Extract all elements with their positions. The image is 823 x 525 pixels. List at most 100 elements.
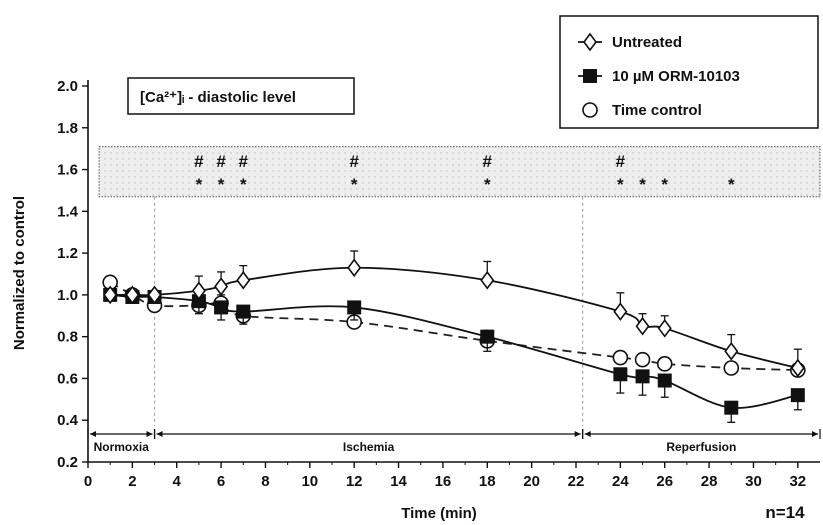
axes: 0 2 4 6 8 10 12 14 16 18 20 22 24 26 28 30 320.20.40.60.… — [57, 78, 820, 490]
data-point — [480, 329, 495, 344]
phase-arrow-head — [90, 431, 96, 437]
data-point — [347, 300, 362, 315]
data-point — [790, 388, 805, 403]
phase-arrow-head — [156, 431, 163, 437]
legend-marker — [583, 69, 597, 83]
data-point — [634, 351, 651, 368]
x-tick-label: 0 — [84, 473, 92, 490]
y-tick-label: 1.0 — [57, 287, 78, 304]
data-point — [657, 373, 672, 388]
significance-star: * — [728, 175, 735, 194]
legend-frame — [559, 15, 819, 129]
significance-hash: # — [216, 152, 226, 171]
phase-arrow-head — [574, 431, 581, 437]
phase-arrow-head — [146, 431, 153, 437]
significance-star: * — [639, 175, 646, 194]
y-tick-label: 1.4 — [57, 203, 79, 220]
significance-hash: # — [194, 152, 204, 171]
data-point — [103, 285, 118, 305]
x-tick-label: 30 — [745, 473, 762, 490]
data-point — [214, 277, 229, 296]
data-point — [635, 316, 650, 336]
x-tick-label: 6 — [217, 473, 225, 490]
data-point — [635, 369, 650, 384]
significance-hash: # — [239, 152, 249, 171]
data-point — [724, 400, 739, 415]
x-tick-label: 2 — [128, 473, 136, 490]
series-diamond-open — [103, 250, 805, 378]
series-layer — [102, 250, 806, 423]
data-point — [656, 356, 673, 372]
significance-star: * — [240, 175, 247, 194]
significance-band-layer — [98, 146, 821, 198]
x-tick-label: 32 — [789, 473, 806, 490]
legend-label: 10 µM ORM-10103 — [612, 68, 740, 85]
data-point — [790, 358, 805, 378]
significance-hash: # — [349, 152, 359, 171]
significance-star: * — [218, 175, 225, 194]
sample-size-label: n=14 — [765, 503, 805, 522]
significance-star: * — [661, 175, 668, 194]
data-point — [613, 302, 628, 321]
significance-band — [98, 146, 821, 198]
legend-marker — [583, 32, 597, 52]
data-point — [612, 349, 629, 366]
data-point — [125, 285, 140, 305]
y-tick-label: 1.6 — [57, 162, 78, 179]
x-tick-label: 4 — [173, 473, 182, 490]
significance-hash: # — [616, 152, 626, 171]
data-point — [347, 258, 362, 278]
y-tick-label: 0.2 — [57, 454, 78, 471]
phase-label: Normoxia — [94, 440, 150, 454]
phase-arrow-head — [812, 431, 818, 437]
phase-annotation-layer: Normoxia Ischemia Reperfusion — [87, 429, 821, 454]
data-point — [613, 367, 628, 382]
data-point — [480, 270, 495, 290]
x-tick-label: 10 — [301, 473, 318, 490]
inset-label-box: [Ca²⁺]ᵢ - diastolic level — [127, 77, 355, 115]
significance-star: * — [351, 175, 358, 194]
data-point — [147, 285, 162, 305]
data-point — [191, 281, 206, 301]
significance-star: * — [484, 175, 491, 194]
phase-label: Reperfusion — [666, 440, 736, 454]
legend-label: Time control — [612, 102, 702, 119]
x-tick-label: 8 — [261, 473, 269, 490]
x-tick-label: 22 — [568, 473, 585, 490]
data-point — [214, 300, 229, 315]
x-tick-label: 16 — [435, 473, 452, 490]
legend-entries: Untreated 10 µM ORM-10103 Time control — [578, 32, 740, 119]
y-tick-label: 0.6 — [57, 370, 78, 387]
x-tick-label: 28 — [701, 473, 718, 490]
y-tick-label: 1.8 — [57, 120, 78, 137]
data-point — [236, 270, 251, 290]
x-tick-label: 14 — [390, 473, 407, 490]
data-point — [724, 341, 739, 361]
x-tick-label: 20 — [523, 473, 540, 490]
inset-label: [Ca²⁺]ᵢ - diastolic level — [140, 89, 296, 106]
significance-star: * — [617, 175, 624, 194]
phase-label: Ischemia — [343, 440, 395, 454]
phase-arrow-head — [584, 431, 591, 437]
y-tick-label: 0.8 — [57, 329, 78, 346]
x-tick-label: 26 — [656, 473, 673, 490]
x-tick-label: 24 — [612, 473, 629, 490]
legend-marker — [582, 102, 598, 118]
x-tick-label: 18 — [479, 473, 496, 490]
data-point — [723, 360, 740, 376]
x-tick-label: 12 — [346, 473, 363, 490]
significance-hash: # — [483, 152, 493, 171]
significance-star: * — [196, 175, 203, 194]
significance-markers: # # # # # # * * * * * * * * * — [194, 152, 735, 194]
legend: Untreated 10 µM ORM-10103 Time control — [559, 15, 819, 129]
y-tick-label: 1.2 — [57, 245, 78, 262]
legend-label: Untreated — [612, 34, 682, 51]
data-point — [657, 318, 672, 338]
y-tick-label: 0.4 — [57, 412, 79, 429]
y-tick-label: 2.0 — [57, 78, 78, 95]
inset-label-frame — [127, 77, 355, 115]
data-point — [236, 304, 251, 319]
data-point — [191, 294, 206, 309]
x-axis-title: Time (min) — [401, 505, 477, 522]
